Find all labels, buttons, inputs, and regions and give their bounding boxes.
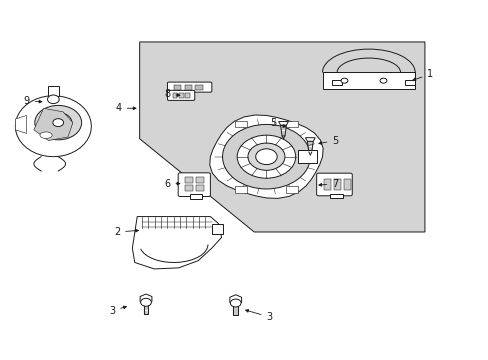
Bar (185, 93, 189, 98)
Text: 2: 2 (114, 227, 138, 237)
Polygon shape (280, 125, 286, 136)
Circle shape (255, 149, 277, 165)
Polygon shape (34, 108, 73, 140)
Polygon shape (140, 42, 424, 232)
Polygon shape (132, 217, 221, 269)
FancyBboxPatch shape (316, 173, 351, 196)
Bar (211, 224, 222, 234)
Bar (298, 150, 316, 163)
Text: 7: 7 (318, 179, 338, 189)
Bar (324, 179, 330, 190)
FancyBboxPatch shape (178, 173, 210, 197)
Bar (172, 93, 177, 98)
Bar (184, 85, 191, 90)
FancyBboxPatch shape (167, 82, 211, 92)
Text: 5: 5 (269, 118, 285, 128)
Polygon shape (140, 294, 152, 304)
Ellipse shape (53, 119, 63, 127)
FancyBboxPatch shape (167, 90, 194, 100)
Bar (235, 186, 246, 193)
Bar (184, 177, 192, 183)
Circle shape (35, 105, 81, 140)
Polygon shape (278, 122, 288, 125)
Circle shape (247, 143, 285, 170)
Circle shape (340, 78, 347, 83)
Circle shape (237, 135, 295, 178)
Circle shape (47, 95, 59, 104)
Polygon shape (209, 115, 323, 198)
Bar (405, 80, 414, 85)
Circle shape (222, 125, 310, 189)
Circle shape (230, 299, 241, 307)
Polygon shape (307, 141, 313, 152)
Bar (331, 80, 341, 85)
Bar (184, 185, 192, 191)
Bar (343, 179, 350, 190)
Text: 4: 4 (115, 103, 136, 113)
Bar (179, 93, 183, 98)
Ellipse shape (40, 132, 52, 138)
Polygon shape (305, 138, 315, 141)
Bar (285, 186, 297, 193)
Bar (47, 86, 59, 96)
Text: 8: 8 (164, 89, 180, 99)
Polygon shape (229, 295, 241, 305)
Bar (235, 121, 246, 127)
Bar (143, 302, 148, 315)
Bar (195, 177, 203, 183)
Circle shape (141, 298, 151, 306)
Bar (173, 85, 181, 90)
Text: 1: 1 (412, 69, 432, 81)
Bar (333, 179, 340, 190)
Circle shape (379, 78, 386, 83)
Bar (329, 194, 343, 198)
Text: 5: 5 (318, 136, 338, 145)
Text: 3: 3 (109, 306, 126, 316)
Text: 9: 9 (24, 96, 42, 106)
Bar (195, 185, 203, 191)
Bar (285, 121, 297, 127)
Text: 6: 6 (164, 179, 180, 189)
Bar (189, 194, 201, 199)
Bar (322, 72, 414, 89)
Polygon shape (15, 96, 91, 157)
Bar (233, 303, 238, 315)
Polygon shape (15, 116, 26, 134)
Bar (195, 85, 202, 90)
Circle shape (44, 113, 72, 133)
Text: 3: 3 (245, 310, 272, 322)
